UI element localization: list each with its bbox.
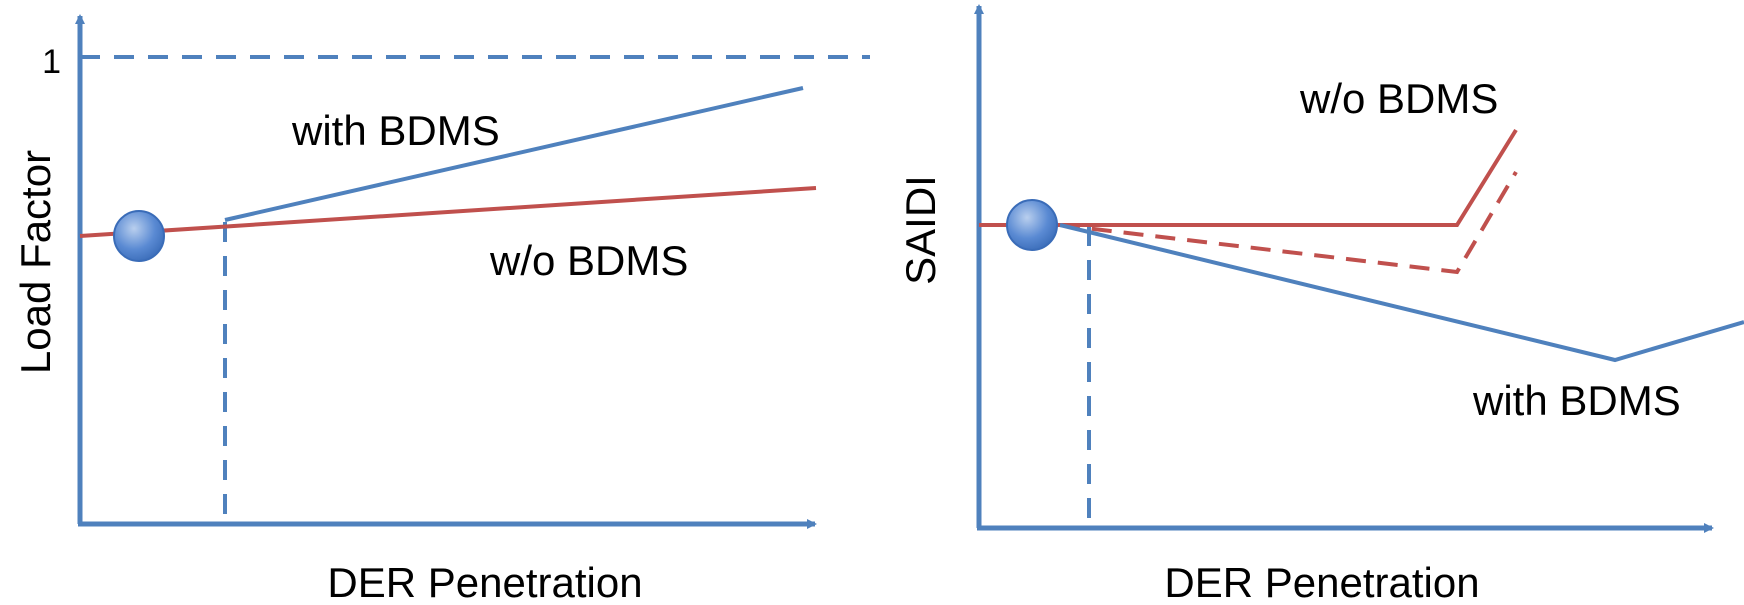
left-series-without-bdms <box>79 186 817 238</box>
right-chart: w/o BDMS with BDMS SAIDI DER Penetration <box>897 4 1744 605</box>
left-series-with-bdms <box>224 86 804 222</box>
left-x-axis-label: DER Penetration <box>327 559 642 605</box>
right-annotation-without-bdms: w/o BDMS <box>1299 75 1498 122</box>
left-annotation-without-bdms: w/o BDMS <box>489 237 688 284</box>
left-y-axis-label: Load Factor <box>12 150 59 374</box>
left-y-tick-label-1: 1 <box>42 43 61 81</box>
right-series-without-bdms-dashed <box>1059 170 1518 275</box>
right-series-with-bdms <box>1059 223 1744 363</box>
right-annotation-with-bdms: with BDMS <box>1472 377 1681 424</box>
left-annotation-with-bdms: with BDMS <box>291 107 500 154</box>
left-marker-point <box>113 210 165 262</box>
right-y-axis-label: SAIDI <box>897 175 944 285</box>
right-marker-point <box>1006 199 1058 251</box>
right-x-axis-label: DER Penetration <box>1164 559 1479 605</box>
right-series-without-bdms-solid <box>979 128 1518 227</box>
left-chart: 1 with BDMS w/o BDMS Load Factor DER Pen… <box>12 14 870 605</box>
